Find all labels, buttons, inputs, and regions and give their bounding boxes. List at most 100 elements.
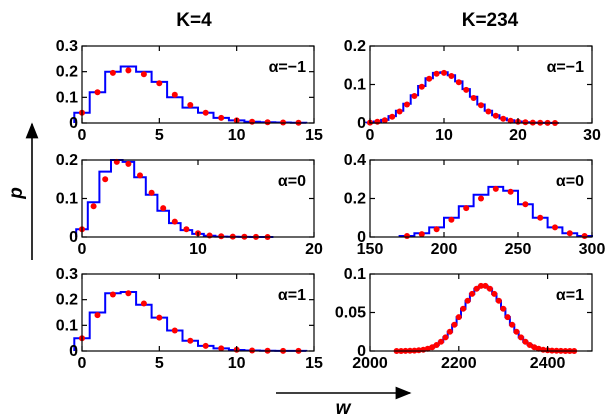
alpha-annotation: α=1 — [556, 287, 584, 304]
data-point — [171, 327, 178, 334]
data-point — [156, 80, 163, 87]
data-point — [455, 314, 462, 321]
data-point — [148, 189, 155, 196]
data-point — [500, 115, 507, 122]
data-point — [418, 83, 425, 90]
data-point — [518, 334, 524, 341]
y-tick-label: 0.2 — [344, 191, 366, 208]
data-point — [522, 338, 529, 345]
data-point — [581, 233, 588, 239]
data-point — [492, 112, 499, 119]
y-tick-label: 0.3 — [56, 266, 78, 283]
data-point — [448, 73, 455, 79]
data-point — [463, 205, 470, 212]
plot-frame — [81, 159, 315, 238]
x-tick-label: 20 — [305, 241, 323, 258]
data-point — [202, 342, 209, 349]
data-point — [264, 119, 271, 126]
panel-4: 150 200 250 300 0 0.2 0.4 α=0 — [344, 152, 606, 258]
data-point — [442, 334, 449, 341]
y-tick-label: 0.1 — [56, 191, 78, 208]
data-point — [535, 345, 542, 352]
histogram-step-line — [365, 71, 559, 124]
data-point — [418, 231, 425, 238]
data-point — [537, 214, 544, 221]
x-tick-label: 250 — [505, 241, 532, 258]
x-tick-label: 150 — [357, 241, 384, 258]
alpha-annotation: α=−1 — [547, 59, 585, 76]
column-title-right: K=234 — [462, 10, 519, 31]
data-point — [492, 185, 499, 192]
panel-6: 2000 2200 2400 0 0.05 0.1 α=1 — [335, 266, 593, 372]
data-point — [140, 300, 147, 307]
data-point — [433, 226, 440, 233]
data-point — [426, 75, 433, 82]
data-point — [433, 70, 440, 77]
data-point — [411, 93, 418, 99]
data-point — [566, 230, 573, 237]
data-point — [513, 328, 520, 335]
y-tick-label: 0.2 — [56, 152, 78, 169]
data-point — [446, 328, 453, 335]
data-point — [396, 108, 403, 115]
plot-frame — [81, 45, 315, 124]
data-point — [464, 297, 471, 304]
data-point — [218, 114, 225, 121]
data-point — [183, 226, 190, 233]
y-tick-label: 0 — [69, 229, 78, 246]
x-tick-label: 200 — [431, 241, 458, 258]
panel-3: 0 10 20 0 0.1 0.2 α=0 — [56, 152, 323, 258]
xlabel: w — [336, 398, 352, 418]
data-point — [125, 290, 132, 297]
data-point — [125, 160, 132, 167]
x-tick-label: 15 — [305, 127, 323, 144]
data-point — [218, 345, 225, 352]
data-point — [429, 344, 436, 351]
x-tick-label: 2000 — [352, 355, 388, 372]
data-point — [451, 321, 458, 328]
ylabel: p — [6, 187, 27, 200]
data-point — [433, 342, 440, 348]
panel-2: 0 10 20 30 0 0.1 0.2 α=−1 — [344, 38, 601, 144]
data-point — [94, 312, 101, 319]
data-point — [160, 205, 167, 212]
data-point — [504, 314, 511, 321]
y-tick-label: 0 — [357, 115, 366, 132]
data-point — [500, 305, 507, 312]
x-tick-label: 10 — [228, 355, 246, 372]
histogram-step-line — [394, 284, 577, 352]
data-point — [478, 282, 484, 289]
histogram-step-line — [398, 185, 593, 237]
y-tick-label: 0 — [69, 343, 78, 360]
plot-frame — [81, 273, 315, 352]
data-point — [473, 285, 480, 292]
data-point — [94, 89, 101, 96]
data-point — [469, 290, 476, 297]
y-tick-label: 0 — [357, 229, 366, 246]
x-tick-label: 10 — [435, 127, 453, 144]
data-point — [140, 71, 147, 78]
x-tick-label: 10 — [189, 241, 207, 258]
data-point — [137, 172, 143, 179]
data-point — [460, 305, 467, 312]
alpha-annotation: α=−1 — [269, 59, 307, 76]
x-tick-label: 0 — [78, 127, 87, 144]
y-tick-label: 0.05 — [335, 305, 366, 322]
data-point — [441, 69, 447, 76]
data-point — [448, 216, 455, 223]
data-point — [478, 102, 484, 109]
data-point — [482, 282, 489, 289]
data-point — [404, 233, 410, 239]
data-point — [404, 101, 410, 108]
x-tick-label: 300 — [579, 241, 606, 258]
data-point — [381, 117, 388, 124]
x-tick-label: 5 — [155, 355, 164, 372]
column-title-left: K=4 — [176, 10, 212, 31]
y-tick-label: 0.4 — [344, 152, 366, 169]
y-tick-label: 0.1 — [344, 77, 366, 94]
x-tick-label: 30 — [583, 127, 601, 144]
data-point — [109, 291, 116, 298]
alpha-annotation: α=1 — [278, 287, 306, 304]
data-point — [125, 67, 132, 74]
